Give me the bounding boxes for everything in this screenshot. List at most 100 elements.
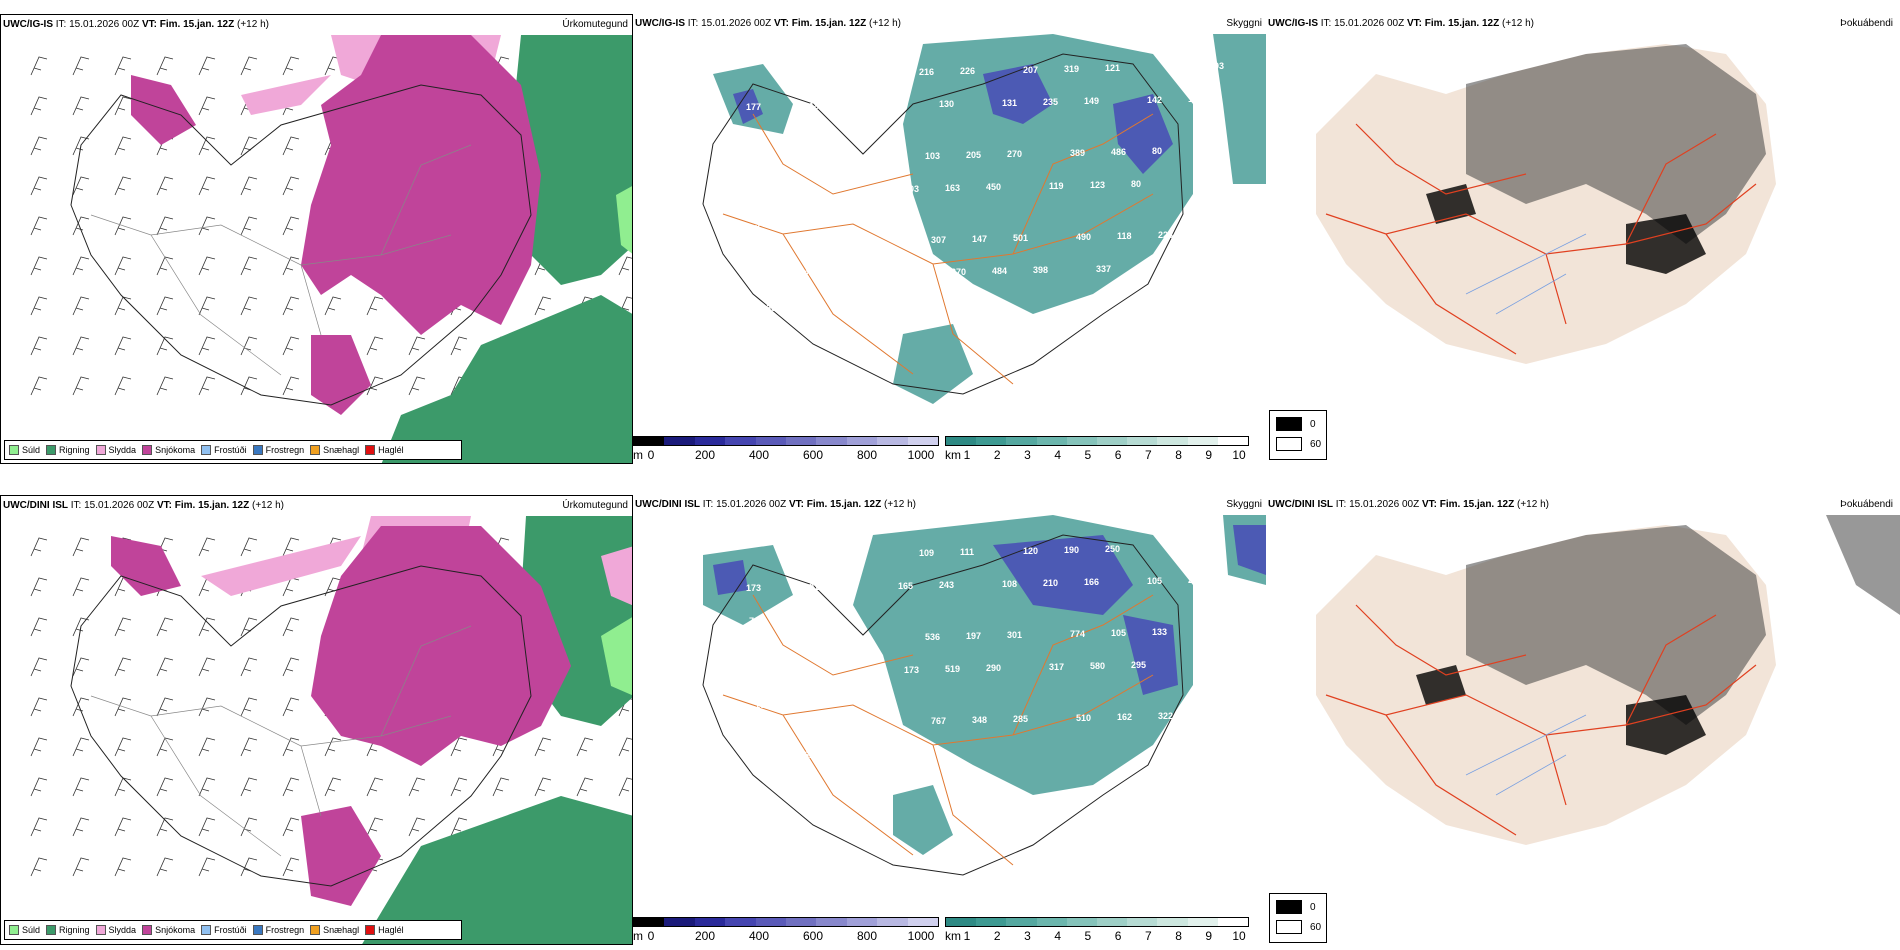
precip-legend: Súld Rigning Slydda Snjókoma Frostúði Frostre… <box>4 920 462 940</box>
fog-legend: 0 60 <box>1269 893 1327 943</box>
visibility-panel-row1: UWC/IG-IS IT: 15.01.2026 00Z VT: Fim. 15… <box>633 14 1266 464</box>
visibility-value-label: 348 <box>972 715 987 725</box>
wind-barb <box>30 176 48 196</box>
roads <box>90 625 472 857</box>
wind-barb <box>30 96 48 116</box>
visibility-value-label: 123 <box>1090 180 1105 190</box>
wind-barb <box>282 737 300 757</box>
wind-barb <box>408 336 426 356</box>
visibility-value-label: 450 <box>986 182 1001 192</box>
wind-barb <box>156 376 174 396</box>
visibility-value-label: 103 <box>1209 61 1224 71</box>
visibility-value-label: 241 <box>812 633 827 643</box>
roads <box>722 113 1154 385</box>
wind-barb <box>114 657 132 677</box>
legend-label: Snjókoma <box>155 925 196 935</box>
wind-barb <box>198 136 216 156</box>
visibility-value-label: 337 <box>743 51 758 61</box>
wind-barb <box>282 617 300 637</box>
wind-barb <box>198 176 216 196</box>
wind-barb <box>72 737 90 757</box>
wind-barb <box>72 537 90 557</box>
visibility-value-label: 191 <box>755 700 770 710</box>
wind-barb <box>198 96 216 116</box>
legend-label: Súld <box>22 445 41 455</box>
visibility-value-label: 220 <box>799 269 814 279</box>
visibility-value-label: 256 <box>1194 659 1209 669</box>
wind-barb <box>30 336 48 356</box>
wind-barb <box>30 817 48 837</box>
iceland-outline <box>702 53 1184 395</box>
visibility-value-label: 285 <box>1013 714 1028 724</box>
visibility-value-label: 216 <box>919 67 934 77</box>
wind-barb <box>576 777 594 797</box>
colorbar-tick: 2 <box>993 929 1001 943</box>
visibility-value-label: 307 <box>931 235 946 245</box>
visibility-map: 895 207 109 111 120 190 250 249 84 173 91 165 243 108… <box>702 515 1266 876</box>
wind-barb <box>240 176 258 196</box>
colorbar-tick: 1000 <box>907 448 935 462</box>
visibility-value-label: 348 <box>755 219 770 229</box>
visibility-value-label: 541 <box>1194 178 1209 188</box>
legend-label: Slydda <box>108 445 137 455</box>
visibility-value-label: 109 <box>919 548 934 558</box>
legend-item: Snæhagl <box>310 445 359 455</box>
visibility-value-label: 292 <box>758 270 773 280</box>
panel-title: UWC/DINI ISL IT: 15.01.2026 00Z VT: Fim.… <box>1268 499 1549 510</box>
visibility-value-label: 131 <box>1002 98 1017 108</box>
visibility-value-label: 82 <box>1215 145 1225 155</box>
rivers <box>1465 714 1587 796</box>
wind-barb <box>198 617 216 637</box>
colorbar-tick: 600 <box>802 929 824 943</box>
wind-barb <box>30 256 48 276</box>
wind-barb <box>408 817 426 837</box>
wind-barb <box>282 857 300 877</box>
visibility-value-label: 80 <box>1152 146 1162 156</box>
wind-barb <box>198 216 216 236</box>
visibility-value-label: 166 <box>1084 577 1099 587</box>
colorbar-tick: 4 <box>1054 929 1061 943</box>
wind-barb <box>240 777 258 797</box>
wind-barb <box>576 737 594 757</box>
wind-barb <box>240 737 258 757</box>
visibility-value-label: 207 <box>806 549 821 559</box>
legend-item: Snjókoma <box>142 445 195 455</box>
visibility-value-label: 90 <box>749 135 759 145</box>
legend-swatch <box>310 445 321 455</box>
wind-barb <box>30 136 48 156</box>
wind-barb <box>72 857 90 877</box>
fog-panel-row1: UWC/IG-IS IT: 15.01.2026 00Z VT: Fim. 15… <box>1266 14 1900 464</box>
wind-barb <box>72 56 90 76</box>
wind-barb <box>282 817 300 837</box>
field-name: Skyggni <box>1226 499 1262 510</box>
visibility-value-label: 164 <box>758 751 773 761</box>
wind-barb <box>156 296 174 316</box>
wind-barb <box>240 336 258 356</box>
visibility-value-label: 89 <box>898 100 908 110</box>
legend-swatch <box>46 925 57 935</box>
panel-title: UWC/IG-IS IT: 15.01.2026 00Z VT: Fim. 15… <box>1268 18 1534 29</box>
visibility-value-label: 120 <box>1023 546 1038 556</box>
wind-barb <box>114 296 132 316</box>
legend-swatch <box>95 925 106 935</box>
wind-barb <box>30 216 48 236</box>
colorbar-tick: 4 <box>1054 448 1061 462</box>
visibility-value-label: 249 <box>1168 543 1183 553</box>
legend-swatch <box>310 925 321 935</box>
wind-barb <box>366 376 384 396</box>
wind-barb <box>366 817 384 837</box>
drizzle-area <box>616 186 632 254</box>
fog-map <box>1316 515 1900 845</box>
visibility-value-label: 767 <box>931 716 946 726</box>
visibility-value-label: 163 <box>945 183 960 193</box>
colorbar-tick: 5 <box>1084 929 1092 943</box>
wind-barb <box>240 256 258 276</box>
visibility-value-label: 205 <box>966 150 981 160</box>
wind-barb <box>114 817 132 837</box>
visibility-value-label: 150 <box>793 185 808 195</box>
legend-item: Rigning <box>46 925 90 935</box>
wind-barb <box>198 697 216 717</box>
wind-barb <box>72 296 90 316</box>
wind-barb <box>72 817 90 837</box>
wind-barb <box>198 537 216 557</box>
